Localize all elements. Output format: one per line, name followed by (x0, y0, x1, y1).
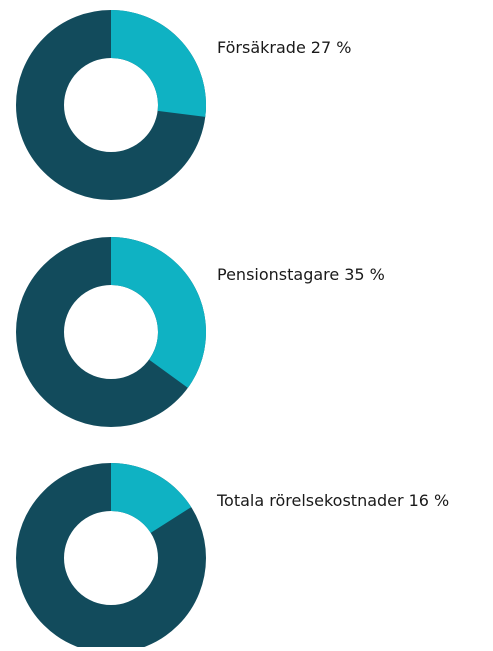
label-name: Försäkrade (217, 38, 306, 57)
label-name: Pensionstagare (217, 265, 339, 284)
donut-segment (111, 237, 207, 388)
label-value: 27 % (311, 38, 352, 57)
donut-segment (111, 10, 207, 117)
donut-label: Totala rörelsekostnader 16 % (216, 491, 449, 510)
donut-segment (111, 463, 192, 533)
label-value: 16 % (409, 491, 450, 510)
donut-label: Pensionstagare 35 % (217, 265, 385, 284)
label-value: 35 % (344, 265, 385, 284)
donut-label: Försäkrade 27 % (217, 38, 351, 57)
label-name: Totala rörelsekostnader (216, 491, 404, 510)
